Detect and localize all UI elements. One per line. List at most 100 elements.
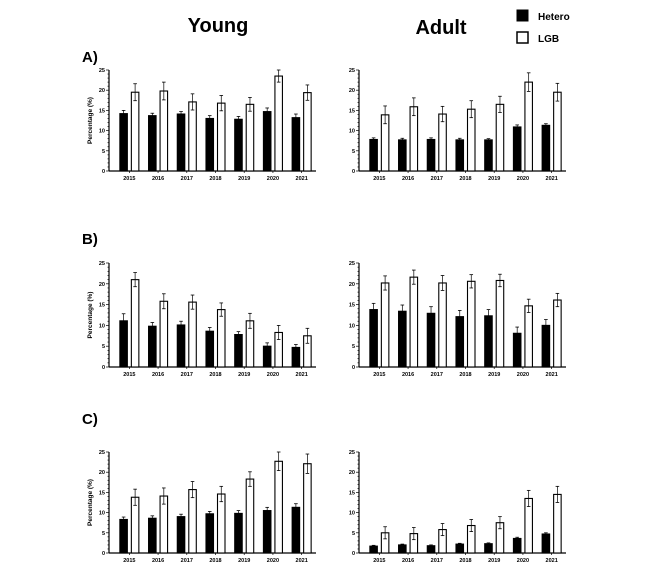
bar-hetero — [426, 138, 436, 172]
x-tick-label: 2018 — [209, 176, 221, 182]
x-tick-label: 2020 — [267, 372, 279, 378]
bar-hetero — [369, 138, 378, 172]
x-tick-label: 2016 — [152, 176, 164, 182]
bar-lgb — [274, 460, 283, 554]
y-tick-label: 10 — [99, 323, 105, 329]
legend-swatch-lgb — [516, 31, 529, 44]
bar-hetero — [176, 516, 186, 554]
panel-c-adult: 0 5 10 15 20 25 2015 2016 2017 2018 2019 2020 2021 — [349, 450, 566, 564]
x-tick-label: 2020 — [517, 176, 529, 182]
y-tick-label: 5 — [102, 531, 105, 537]
x-tick-label: 2019 — [238, 558, 250, 564]
bar-lgb — [409, 276, 419, 368]
legend-label-hetero: Hetero — [538, 12, 570, 23]
bar-hetero — [291, 346, 301, 368]
row-label-b: B) — [82, 231, 98, 248]
x-tick-label: 2020 — [267, 558, 279, 564]
bar-lgb — [188, 301, 197, 368]
y-tick-label: 5 — [352, 531, 355, 537]
bar-lgb — [159, 495, 169, 554]
x-tick-label: 2016 — [152, 558, 164, 564]
panel-b-young: 0 5 10 15 20 25 Percentage (%) 2015 2016 2017 2018… — [87, 261, 316, 378]
bar-hetero — [205, 330, 215, 368]
y-tick-label: 25 — [349, 261, 355, 267]
y-tick-label: 5 — [102, 344, 105, 350]
x-tick-label: 2019 — [488, 558, 500, 564]
x-tick-label: 2015 — [123, 372, 135, 378]
y-tick-label: 20 — [99, 470, 105, 476]
bar-lgb — [495, 103, 505, 172]
bar-hetero — [205, 513, 215, 554]
y-tick-label: 10 — [99, 129, 105, 135]
row-label-a: A) — [82, 49, 98, 66]
bar-hetero — [484, 543, 493, 554]
x-tick-label: 2015 — [373, 176, 385, 182]
x-tick-label: 2016 — [402, 558, 414, 564]
bar-hetero — [398, 310, 407, 368]
bar-hetero — [426, 545, 436, 554]
bar-hetero — [541, 533, 551, 554]
x-tick-label: 2017 — [181, 372, 193, 378]
x-tick-label: 2015 — [123, 558, 135, 564]
y-tick-label: 0 — [352, 365, 355, 371]
y-tick-label: 25 — [99, 261, 105, 267]
x-tick-label: 2021 — [546, 176, 558, 182]
legend: Hetero LGB — [516, 9, 570, 45]
x-tick-label: 2017 — [431, 372, 443, 378]
x-tick-label: 2015 — [373, 372, 385, 378]
bar-lgb — [380, 282, 390, 368]
bar-hetero — [119, 320, 128, 368]
bar-hetero — [148, 325, 157, 368]
bar-hetero — [262, 510, 272, 554]
y-tick-label: 10 — [349, 323, 355, 329]
y-tick-label: 10 — [349, 511, 355, 517]
bar-lgb — [303, 463, 312, 554]
bar-lgb — [553, 493, 562, 554]
y-tick-label: 20 — [349, 470, 355, 476]
bar-lgb — [466, 108, 476, 172]
y-tick-label: 25 — [349, 68, 355, 74]
bar-hetero — [512, 332, 522, 368]
x-tick-label: 2021 — [296, 558, 308, 564]
bar-lgb — [409, 106, 419, 172]
bar-hetero — [176, 113, 186, 172]
bar-hetero — [484, 315, 493, 368]
y-tick-label: 25 — [99, 450, 105, 456]
x-tick-label: 2015 — [123, 176, 135, 182]
bar-hetero — [119, 518, 128, 554]
y-tick-label: 15 — [349, 303, 355, 309]
bar-hetero — [369, 309, 378, 368]
bar-hetero — [119, 113, 128, 172]
bar-hetero — [426, 312, 436, 368]
y-tick-label: 5 — [352, 149, 355, 155]
bar-lgb — [495, 279, 505, 368]
bar-lgb — [216, 493, 226, 554]
column-title-adult: Adult — [415, 17, 466, 39]
bar-lgb — [159, 300, 169, 368]
bar-lgb — [274, 75, 283, 172]
bar-hetero — [291, 117, 301, 172]
panel-c-young: 0 5 10 15 20 25 Percentage (%) 2015 2016 2017 2018… — [87, 450, 316, 564]
x-tick-label: 2019 — [488, 176, 500, 182]
bar-lgb — [466, 280, 476, 368]
bar-hetero — [205, 117, 215, 172]
bar-hetero — [484, 139, 493, 172]
y-tick-label: 25 — [99, 68, 105, 74]
bar-hetero — [455, 543, 465, 554]
y-tick-label: 10 — [349, 129, 355, 135]
legend-label-lgb: LGB — [538, 34, 559, 45]
bar-lgb — [245, 478, 255, 554]
y-tick-label: 15 — [99, 303, 105, 309]
x-tick-label: 2021 — [296, 372, 308, 378]
y-tick-label: 5 — [352, 344, 355, 350]
x-tick-label: 2017 — [431, 176, 443, 182]
y-tick-label: 20 — [349, 88, 355, 94]
bar-hetero — [398, 139, 407, 172]
bar-hetero — [455, 139, 465, 172]
bar-lgb — [159, 90, 169, 172]
bar-lgb — [188, 101, 197, 172]
bar-lgb — [130, 91, 140, 172]
bar-hetero — [262, 111, 272, 172]
y-tick-label: 10 — [99, 511, 105, 517]
row-label-c: C) — [82, 411, 98, 428]
